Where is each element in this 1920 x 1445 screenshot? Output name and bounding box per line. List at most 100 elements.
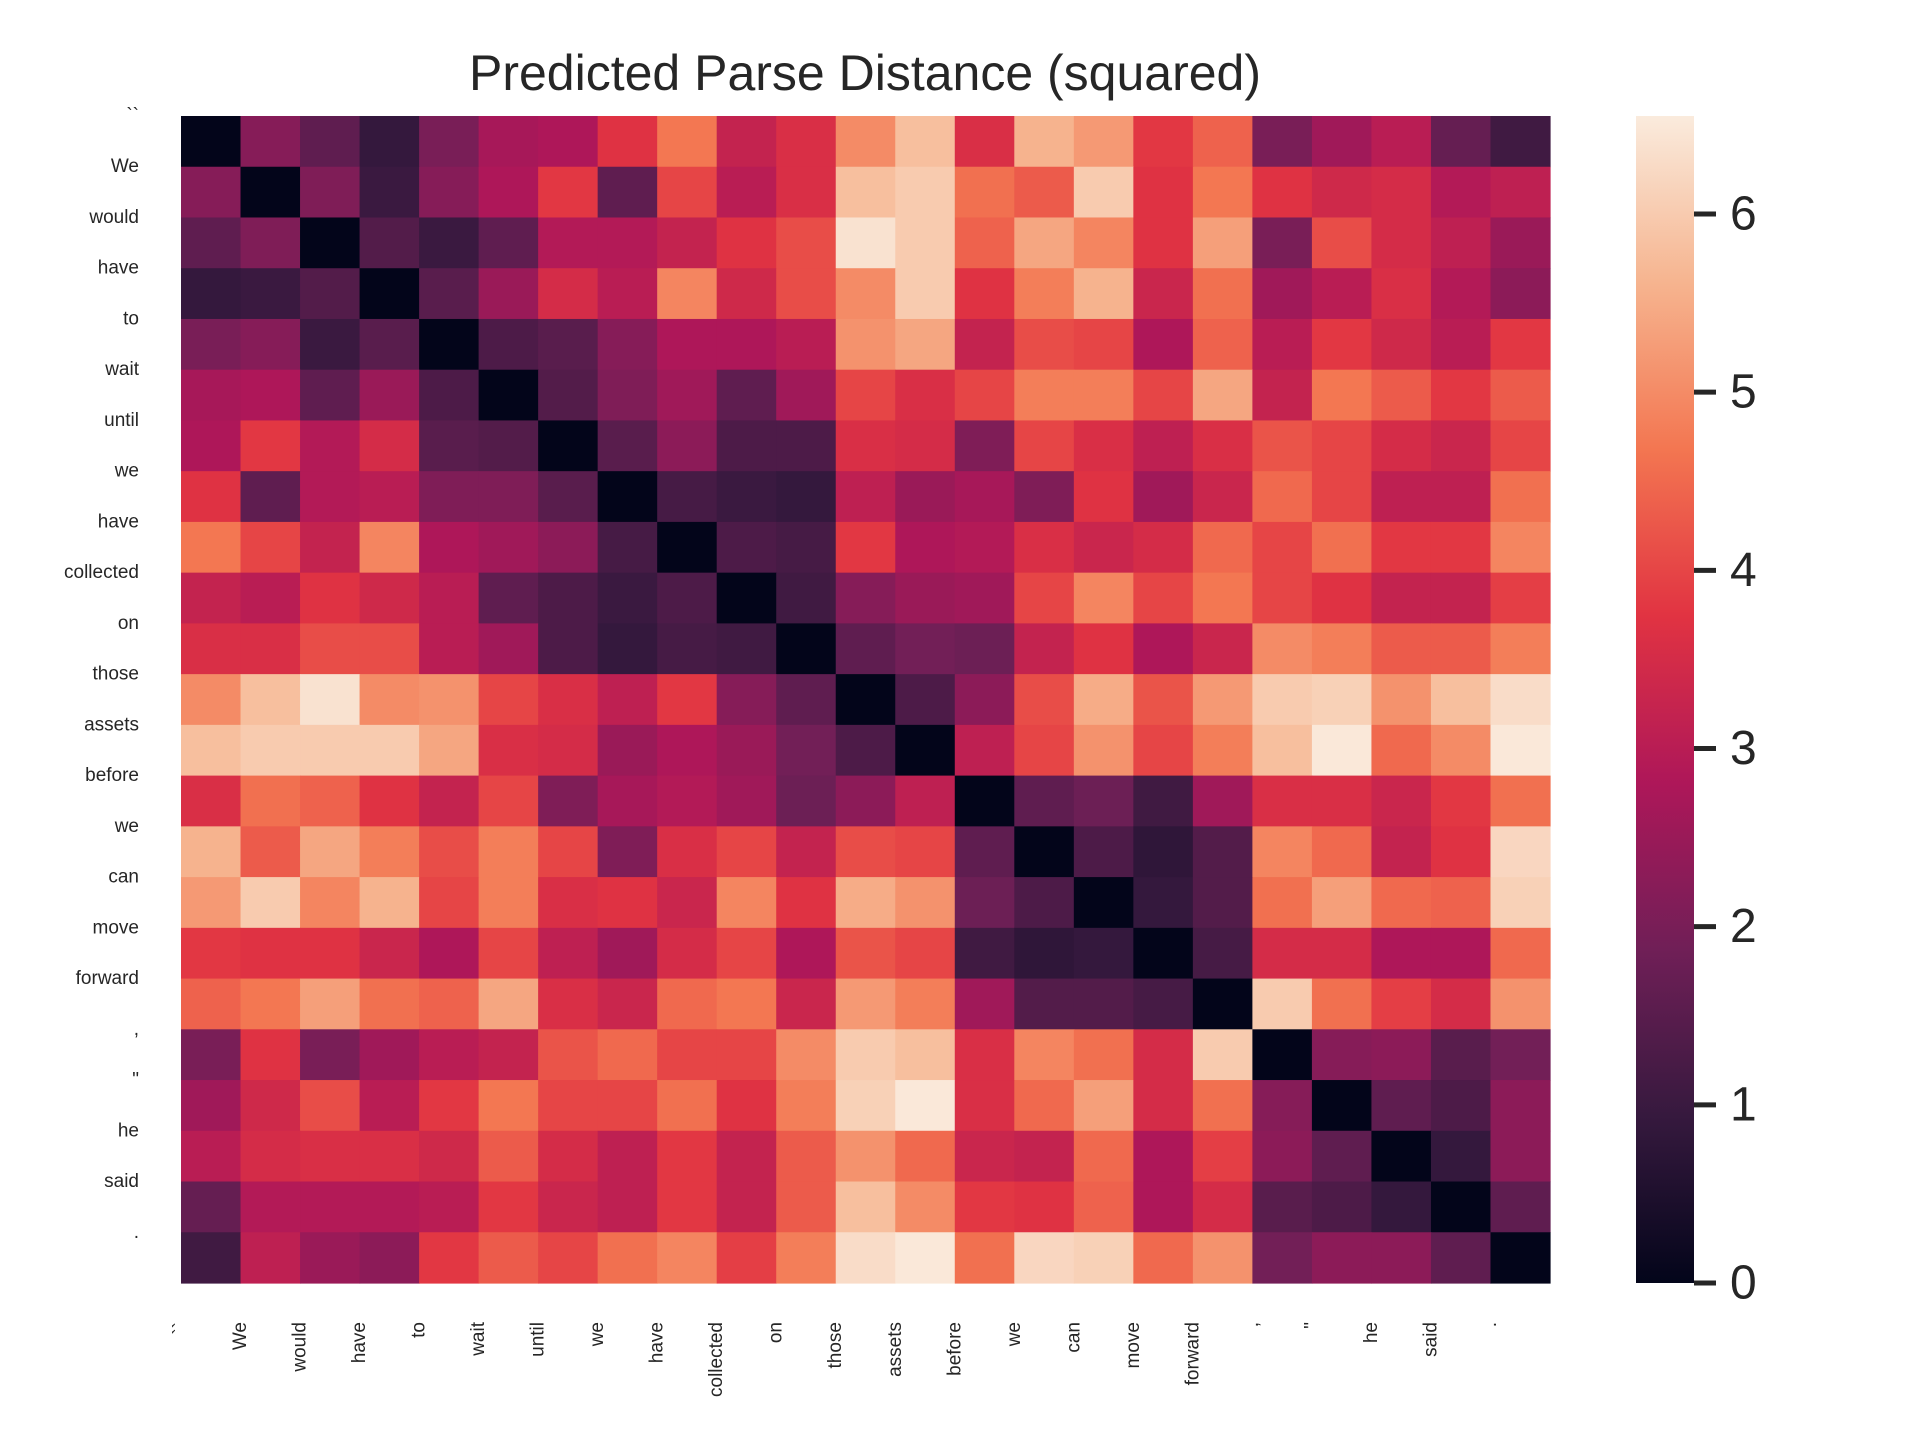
heatmap-cell-15-0 <box>181 877 242 929</box>
heatmap-cell-9-6 <box>538 572 599 624</box>
heatmap-cell-14-6 <box>538 826 599 878</box>
heatmap-cell-13-7 <box>597 775 658 827</box>
heatmap-cell-11-0 <box>181 674 242 726</box>
row-labels: `` We would have to wait until we have collected o… <box>64 106 140 1243</box>
heatmap-cell-9-18 <box>1252 572 1313 624</box>
row-label-1: We <box>111 156 139 177</box>
heatmap-cell-5-11 <box>835 369 896 422</box>
row-label-12: assets <box>84 714 139 735</box>
heatmap-cell-18-18 <box>1252 1029 1313 1081</box>
heatmap-cell-1-3 <box>359 166 420 219</box>
heatmap-cell-19-8 <box>657 1080 718 1132</box>
heatmap-cell-19-20 <box>1371 1080 1432 1132</box>
heatmap-cell-5-2 <box>300 369 361 422</box>
heatmap-cell-10-15 <box>1073 623 1134 675</box>
heatmap-cell-14-19 <box>1311 826 1373 878</box>
heatmap-cell-6-22 <box>1490 420 1551 472</box>
heatmap-cell-7-15 <box>1073 471 1134 523</box>
heatmap-cell-7-17 <box>1192 471 1253 523</box>
heatmap-cell-3-16 <box>1133 268 1194 320</box>
heatmap-cell-5-10 <box>776 369 837 422</box>
heatmap-cell-3-5 <box>478 268 539 320</box>
row-label-6: until <box>104 410 139 431</box>
heatmap-cell-17-14 <box>1014 978 1075 1030</box>
heatmap-cell-5-5 <box>478 369 539 422</box>
heatmap-cell-16-7 <box>597 927 658 980</box>
heatmap-cell-16-11 <box>835 927 896 980</box>
heatmap-cell-5-20 <box>1371 369 1432 422</box>
heatmap-cell-4-1 <box>240 318 301 371</box>
heatmap-cell-20-0 <box>181 1130 242 1183</box>
heatmap-cell-0-16 <box>1133 116 1194 168</box>
colorbar-tick-label-3: 3 <box>1730 722 1757 775</box>
heatmap-cell-0-18 <box>1252 116 1313 168</box>
heatmap-cell-8-7 <box>597 521 658 574</box>
heatmap-cell-10-12 <box>895 623 956 675</box>
heatmap-cell-4-10 <box>776 318 837 371</box>
heatmap-cell-18-5 <box>478 1029 539 1081</box>
heatmap-cell-13-14 <box>1014 775 1075 827</box>
heatmap-cell-4-13 <box>954 318 1015 371</box>
heatmap-cell-1-1 <box>240 166 301 219</box>
heatmap-cell-17-10 <box>776 978 837 1030</box>
heatmap-cell-3-13 <box>954 268 1015 320</box>
row-label-3: have <box>98 258 139 279</box>
heatmap-cell-2-17 <box>1192 217 1253 269</box>
heatmap-cell-3-11 <box>835 268 896 320</box>
row-label-0: `` <box>126 106 139 127</box>
heatmap-cell-21-5 <box>478 1181 539 1233</box>
heatmap-cell-22-15 <box>1073 1232 1134 1284</box>
heatmap-cell-5-1 <box>240 369 301 422</box>
heatmap-cell-19-17 <box>1192 1080 1253 1132</box>
heatmap-cell-19-13 <box>954 1080 1015 1132</box>
heatmap-cell-5-13 <box>954 369 1015 422</box>
heatmap-cell-6-4 <box>419 420 480 472</box>
heatmap-cell-11-8 <box>657 674 718 726</box>
heatmap-cell-3-22 <box>1490 268 1551 320</box>
heatmap-cell-14-7 <box>597 826 658 878</box>
heatmap-cell-20-8 <box>657 1130 718 1183</box>
heatmap-cell-20-9 <box>716 1130 777 1183</box>
heatmap-cell-17-15 <box>1073 978 1134 1030</box>
heatmap-cell-14-17 <box>1192 826 1253 878</box>
heatmap-cell-11-7 <box>597 674 658 726</box>
heatmap-cell-1-0 <box>181 166 242 219</box>
heatmap-cell-21-8 <box>657 1181 718 1233</box>
heatmap-cell-7-12 <box>895 471 956 523</box>
heatmap-cell-1-4 <box>419 166 480 219</box>
heatmap-cell-4-12 <box>895 318 956 371</box>
heatmap-cell-10-1 <box>240 623 301 675</box>
heatmap-cell-16-4 <box>419 927 480 980</box>
col-label-12: assets <box>885 1322 906 1377</box>
heatmap-cell-10-8 <box>657 623 718 675</box>
heatmap-cell-3-12 <box>895 268 956 320</box>
heatmap-cell-4-6 <box>538 318 599 371</box>
heatmap-cell-11-12 <box>895 674 956 726</box>
heatmap-cell-3-0 <box>181 268 242 320</box>
heatmap-cell-7-7 <box>597 471 658 523</box>
heatmap-cell-15-16 <box>1133 877 1194 929</box>
heatmap-cell-15-4 <box>419 877 480 929</box>
heatmap-cell-13-22 <box>1490 775 1551 827</box>
heatmap-cell-3-4 <box>419 268 480 320</box>
heatmap-cell-1-20 <box>1371 166 1432 219</box>
heatmap-cell-10-21 <box>1430 623 1492 675</box>
heatmap-cell-20-7 <box>597 1130 658 1183</box>
heatmap-cell-14-18 <box>1252 826 1313 878</box>
heatmap-cell-7-4 <box>419 471 480 523</box>
heatmap-cell-16-15 <box>1073 927 1134 980</box>
heatmap-cell-1-21 <box>1430 166 1492 219</box>
heatmap-cell-6-10 <box>776 420 837 472</box>
heatmap-cell-16-20 <box>1371 927 1432 980</box>
heatmap-cell-4-19 <box>1311 318 1373 371</box>
heatmap-cell-17-3 <box>359 978 420 1030</box>
heatmap-cell-5-19 <box>1311 369 1373 422</box>
row-label-16: move <box>93 917 139 938</box>
heatmap-cell-2-6 <box>538 217 599 269</box>
heatmap-cell-18-7 <box>597 1029 658 1081</box>
heatmap-cell-22-17 <box>1192 1232 1253 1284</box>
heatmap-cell-15-10 <box>776 877 837 929</box>
heatmap-cell-17-1 <box>240 978 301 1030</box>
heatmap-cell-0-5 <box>478 116 539 168</box>
